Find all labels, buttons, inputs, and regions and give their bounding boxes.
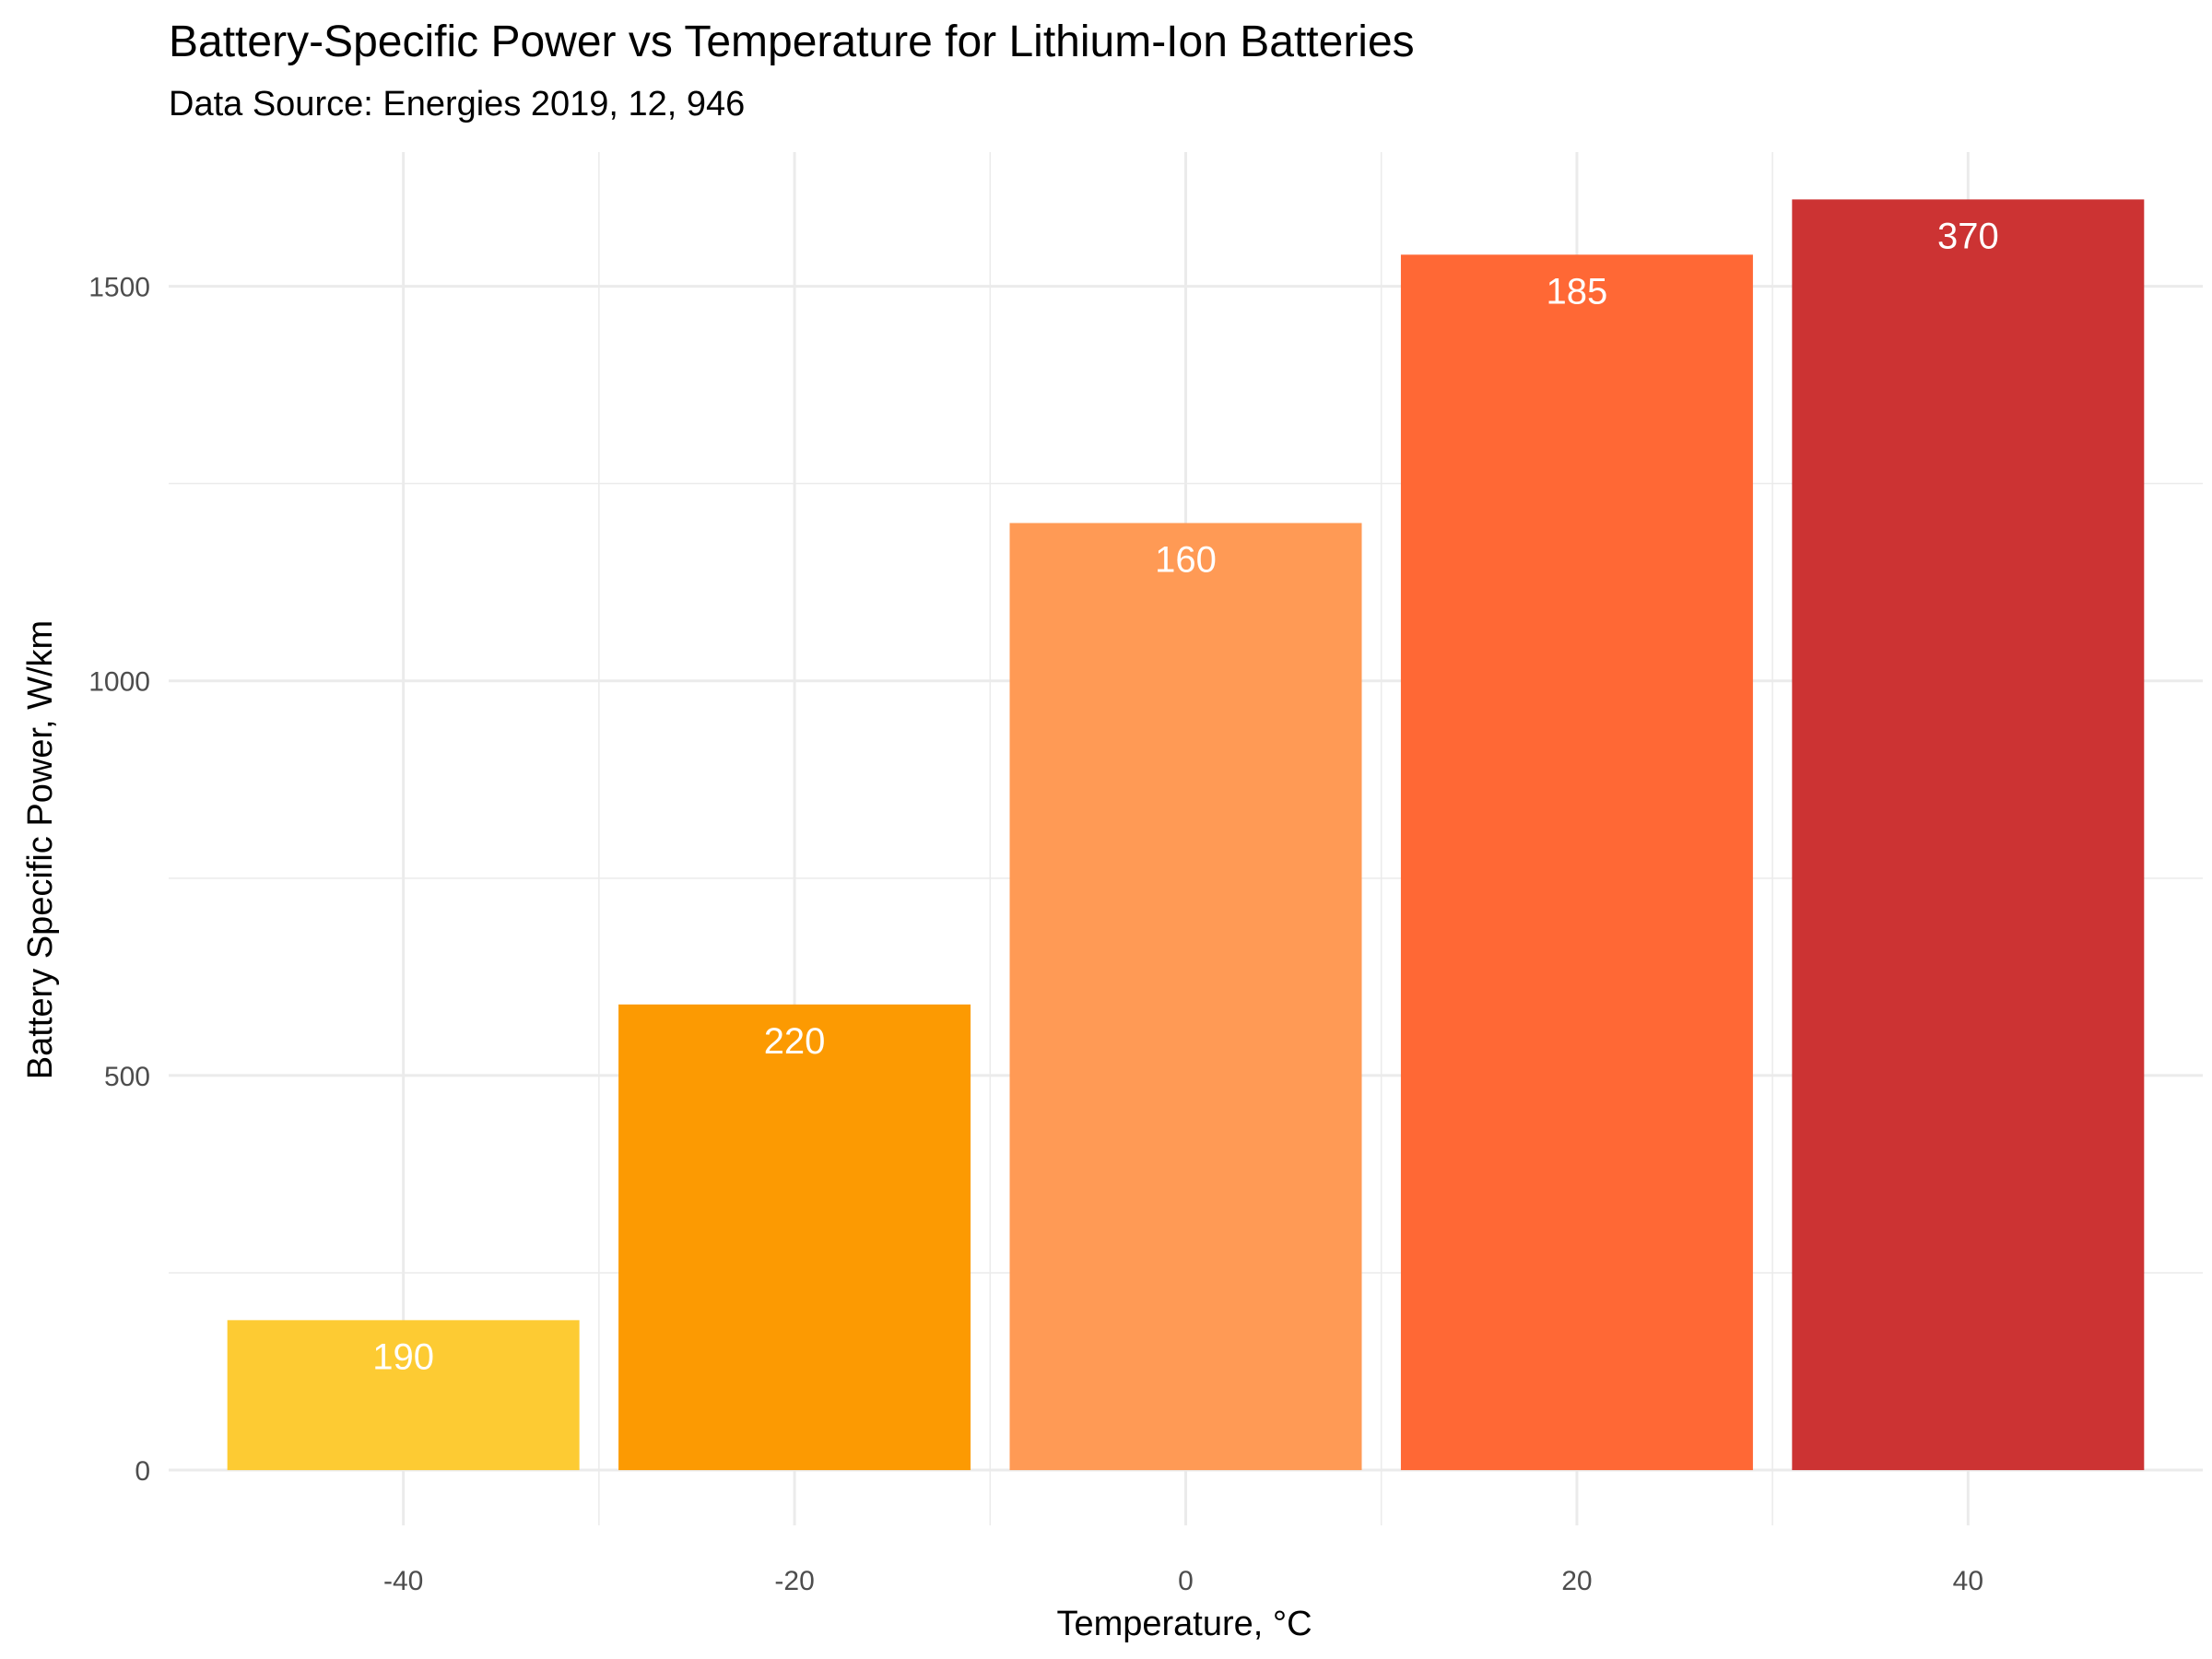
bar — [227, 1320, 580, 1471]
bar-labels: 190 220 160 185 370 — [372, 216, 1998, 1377]
x-axis-ticks: -40 -20 0 20 40 — [383, 1566, 1983, 1596]
x-tick-label: -20 — [774, 1566, 814, 1596]
bar-value-label: 160 — [1155, 539, 1217, 580]
y-tick-label: 500 — [104, 1062, 150, 1092]
bar — [618, 1004, 971, 1471]
chart-title: Battery-Specific Power vs Temperature fo… — [169, 18, 1415, 66]
x-tick-label: 40 — [1953, 1566, 1983, 1596]
y-tick-label: 0 — [135, 1456, 150, 1487]
bar-value-label: 190 — [372, 1336, 434, 1377]
bar — [1009, 523, 1362, 1471]
x-tick-label: 20 — [1561, 1566, 1592, 1596]
x-tick-label: -40 — [383, 1566, 423, 1596]
y-tick-label: 1500 — [88, 273, 150, 303]
bar — [1792, 199, 2145, 1471]
bars — [227, 199, 2145, 1471]
bar — [1400, 254, 1753, 1471]
bar-value-label: 370 — [1937, 216, 1999, 256]
y-axis-ticks: 0 500 1000 1500 — [88, 273, 150, 1487]
chart-subtitle: Data Source: Energies 2019, 12, 946 — [169, 85, 746, 124]
y-tick-label: 1000 — [88, 667, 150, 698]
bar-value-label: 220 — [764, 1021, 826, 1062]
y-axis-title: Battery Specific Power, W/km — [21, 620, 60, 1079]
x-axis-title: Temperature, °C — [1056, 1605, 1312, 1643]
x-tick-label: 0 — [1178, 1566, 1194, 1596]
bar-value-label: 185 — [1547, 271, 1608, 312]
